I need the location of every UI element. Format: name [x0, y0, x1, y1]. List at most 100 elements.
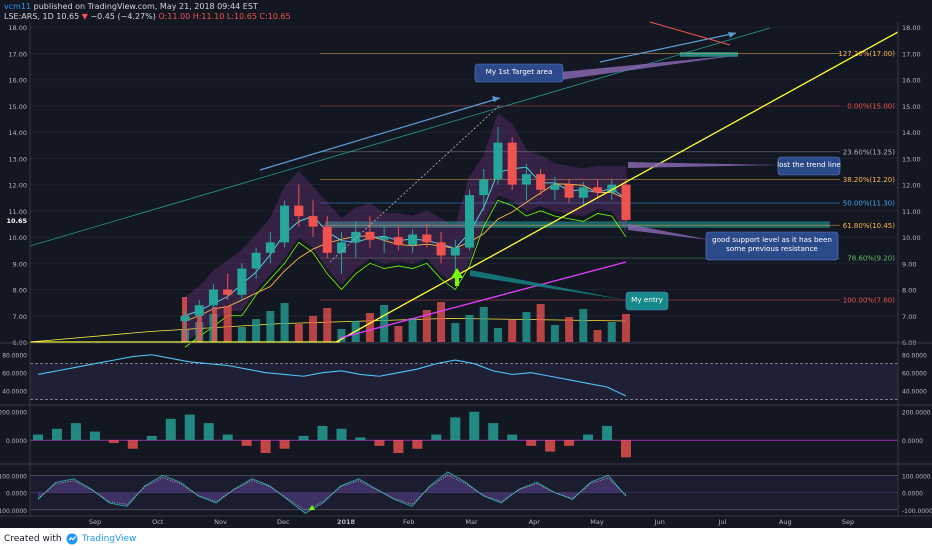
long-channel-line: [29, 27, 771, 247]
macd-bar: [222, 434, 233, 441]
candle-body: [479, 179, 489, 196]
osc-tick-label: 0.0000: [6, 491, 27, 498]
price-tick-label: 10.00: [8, 234, 27, 242]
trend-line: [335, 31, 899, 343]
callout-pointer: [560, 55, 740, 80]
price-tick-label-right: 12.00: [902, 182, 921, 190]
support-note-box: [705, 231, 839, 261]
callout-pointer: [628, 224, 710, 240]
x-tick-label: Sep: [842, 518, 854, 526]
x-tick-label: Jul: [718, 518, 727, 526]
price-change: −0.45 (−4.27%): [90, 12, 156, 21]
osc-area: [38, 471, 626, 514]
candle-body: [280, 205, 290, 243]
price-tick-label: 16.00: [8, 77, 27, 85]
volume-bar: [408, 318, 417, 342]
price-tick-label: 14.00: [8, 129, 27, 137]
target-note-text: My 1st Target area: [486, 67, 553, 76]
x-tick-label: Oct: [152, 518, 164, 526]
volume-bar: [493, 328, 502, 342]
candle-body: [564, 184, 574, 198]
macd-tick-label: 200.0000: [0, 410, 27, 417]
fib-label: 0.00%(15.00): [847, 102, 895, 110]
price-tick-label: 13.00: [8, 155, 27, 163]
osc-tick-label: 100.0000: [0, 473, 27, 480]
price-tick-label-right: 8.00: [902, 287, 916, 295]
oscillator-pane: -100.0000 -100.0000 0.0000 0.0000 100.0000 10…: [0, 471, 932, 515]
price-tick-label-right: 16.00: [902, 77, 921, 85]
macd-bar: [51, 428, 62, 441]
lost-note-box: [777, 156, 841, 176]
candle-body: [465, 195, 475, 248]
price-tick-label: 17.00: [8, 50, 27, 58]
candle-body: [507, 142, 517, 185]
candle-body: [351, 231, 361, 243]
volume-bar: [394, 326, 403, 342]
macd-bar: [393, 440, 404, 454]
candle-body: [436, 242, 446, 256]
axes: Sep Oct Nov Dec 2018 Feb Mar Apr May Jun Jul Aug Sep: [0, 22, 932, 526]
rsi-tick-label: 80.0000: [2, 353, 27, 360]
x-tick-label: Aug: [779, 518, 792, 526]
volume-bar: [323, 308, 332, 342]
callout-pointer: [470, 270, 626, 300]
arrow-head: [728, 32, 736, 38]
fib-label: 61.80%(10.45): [843, 222, 895, 230]
price-tick-label-right: 11.00: [902, 208, 921, 216]
macd-bar: [450, 417, 461, 441]
price-tick-label: 15.00: [8, 103, 27, 111]
fib-label: 50.00%(11.30): [843, 199, 895, 207]
volume-bar: [479, 307, 488, 342]
target-zone: [680, 52, 738, 57]
price-tick-label-right: 17.00: [902, 50, 921, 58]
macd-bar: [355, 437, 366, 441]
macd-bar: [165, 418, 176, 441]
author-link[interactable]: vcm11: [4, 2, 32, 11]
volume-bar: [579, 309, 588, 342]
volume-bar: [365, 313, 374, 342]
osc-tick-label-right: -100.0000: [902, 508, 932, 515]
entry-note-box: [625, 291, 669, 311]
lost-note-text: lost the trend line: [777, 160, 841, 169]
macd-bar: [374, 440, 385, 446]
volume-bar: [508, 320, 517, 342]
osc-signal-line: [37, 474, 627, 511]
price-tick-label-right: 18.00: [902, 24, 921, 32]
candle-body: [322, 226, 332, 253]
ohlc-values: O:11.00 H:11.10 L:10.65 C:10.65: [158, 12, 291, 21]
volume-bar: [422, 310, 431, 342]
price-tick-label: 7.00: [13, 313, 27, 321]
x-tick-label: 2018: [337, 518, 356, 526]
x-tick-label: Jun: [654, 518, 665, 526]
volume-bar: [223, 306, 232, 342]
candle-body: [251, 252, 261, 269]
candle-body: [593, 187, 603, 193]
last-price: 10.65: [56, 12, 80, 21]
candle-body: [393, 237, 403, 245]
long-ma-line: [29, 317, 627, 343]
publish-info: published on TradingView.com, May 21, 20…: [31, 2, 258, 11]
symbol-line: LSE:ARS, 1D 10.65 ▼ −0.45 (−4.27%) O:11.…: [4, 12, 291, 21]
candle-body: [550, 184, 560, 190]
macd-bar: [127, 440, 138, 449]
fib-anchor-line: [329, 104, 501, 263]
osc-tick-label-right: 100.0000: [902, 473, 931, 480]
macd-bar: [241, 440, 252, 446]
macd-bar: [431, 434, 442, 441]
macd-bar: [260, 440, 271, 454]
price-tick-label-right: 14.00: [902, 129, 921, 137]
volume-bar: [437, 302, 446, 342]
x-tick-label: Apr: [529, 518, 541, 526]
volume-bar: [451, 323, 460, 342]
tradingview-logo-icon[interactable]: [66, 533, 78, 545]
rsi-line: [37, 354, 627, 397]
x-tick-label: May: [590, 518, 604, 526]
tradingview-link[interactable]: TradingView: [82, 534, 137, 544]
current-price-label: 10.65: [6, 217, 27, 225]
x-tick-label: Nov: [214, 518, 227, 526]
down-arrow-icon: ▼: [81, 12, 88, 21]
osc-tick-label-right: 0.0000: [902, 491, 923, 498]
candle-body: [536, 174, 546, 190]
macd-bar: [317, 425, 328, 441]
symbol-label: LSE:ARS, 1D: [4, 12, 54, 21]
